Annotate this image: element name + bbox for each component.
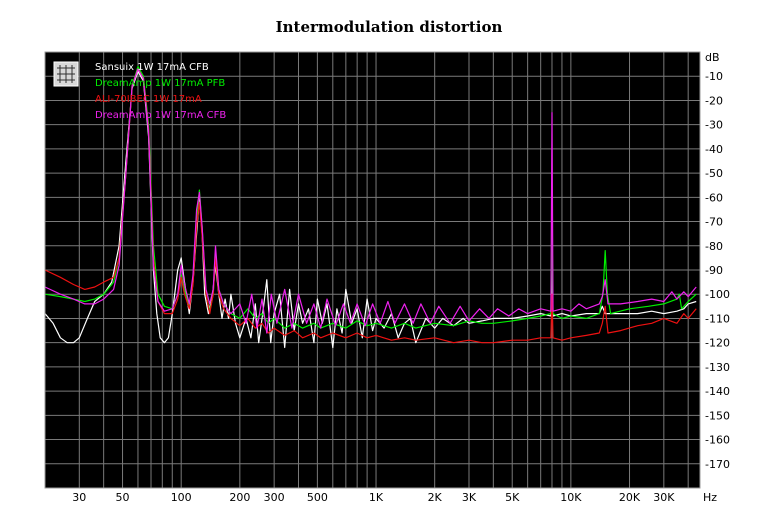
y-tick-label: -50 xyxy=(705,167,723,180)
y-tick-label: -170 xyxy=(705,458,730,471)
x-tick-label: 2K xyxy=(428,491,443,504)
plot-frame xyxy=(44,51,701,489)
x-tick-label: 3K xyxy=(462,491,477,504)
y-tick-label: -110 xyxy=(705,312,730,325)
y-tick-label: -90 xyxy=(705,264,723,277)
y-tick-label: -120 xyxy=(705,337,730,350)
x-tick-label: 100 xyxy=(171,491,192,504)
legend: Sansuix 1W 17mA CFB DreamAmp 1W 17mA PFB A… xyxy=(53,61,226,121)
x-tick-label: 200 xyxy=(229,491,250,504)
y-tick-label: -10 xyxy=(705,70,723,83)
legend-item-3: ALI-70IBEC 1W 17mA xyxy=(95,94,202,105)
chart-title: Intermodulation distortion xyxy=(275,18,503,36)
y-tick-label: -80 xyxy=(705,240,723,253)
y-unit-label: dB xyxy=(705,51,720,64)
y-tick-label: -30 xyxy=(705,119,723,132)
x-axis: 30 50 100 200 300 500 1K 2K 3K 5K 10K 20K 30K Hz xyxy=(72,491,717,504)
y-axis: dB -10 -20 -30 -40 -50 -60 -70 -80 -90 -100 -110 -12… xyxy=(705,51,730,471)
y-tick-label: -140 xyxy=(705,385,730,398)
x-tick-label: 300 xyxy=(264,491,285,504)
y-tick-label: -160 xyxy=(705,434,730,447)
x-tick-label: 1K xyxy=(369,491,384,504)
x-tick-label: 50 xyxy=(116,491,130,504)
x-tick-label: 5K xyxy=(505,491,520,504)
y-tick-label: -100 xyxy=(705,288,730,301)
series-line-4 xyxy=(44,68,697,334)
x-tick-label: 10K xyxy=(560,491,582,504)
x-tick-label: 30K xyxy=(653,491,675,504)
y-tick-label: -20 xyxy=(705,94,723,107)
legend-item-4: DreamAmp 1W 17mA CFB xyxy=(95,110,226,121)
series-line-1 xyxy=(44,70,697,349)
legend-item-2: DreamAmp 1W 17mA PFB xyxy=(95,78,225,89)
series-lines xyxy=(44,65,697,349)
x-unit-label: Hz xyxy=(703,491,717,504)
y-tick-label: -60 xyxy=(705,191,723,204)
x-tick-label: 30 xyxy=(72,491,86,504)
x-tick-label: 20K xyxy=(619,491,641,504)
y-tick-label: -130 xyxy=(705,361,730,374)
y-tick-label: -70 xyxy=(705,216,723,229)
y-tick-label: -150 xyxy=(705,409,730,422)
x-tick-label: 500 xyxy=(307,491,328,504)
legend-grid-icon xyxy=(53,61,79,87)
legend-item-1: Sansuix 1W 17mA CFB xyxy=(95,62,209,73)
y-tick-label: -40 xyxy=(705,143,723,156)
